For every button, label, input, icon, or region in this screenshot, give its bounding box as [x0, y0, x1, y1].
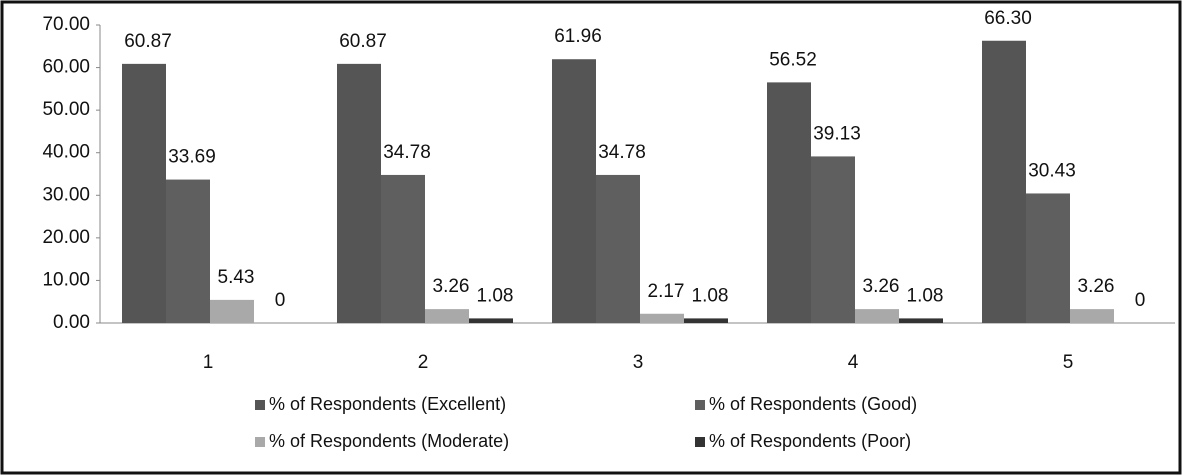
value-label: 39.13 — [813, 123, 861, 144]
value-label: 0 — [275, 290, 286, 311]
y-tick-label: 50.00 — [42, 99, 90, 120]
bar — [425, 309, 469, 323]
value-label: 3.26 — [433, 276, 470, 297]
value-label: 30.43 — [1028, 160, 1076, 181]
bar — [899, 318, 943, 323]
bar — [684, 318, 728, 323]
legend-label: % of Respondents (Moderate) — [269, 431, 509, 451]
x-tick-label: 5 — [1063, 352, 1074, 373]
x-tick-label: 2 — [418, 352, 429, 373]
y-tick-label: 60.00 — [42, 57, 90, 78]
bar — [381, 174, 425, 323]
value-label: 61.96 — [554, 26, 602, 47]
legend-swatch — [255, 437, 265, 447]
x-tick-label: 4 — [848, 352, 859, 373]
value-label: 0 — [1135, 290, 1146, 311]
bar — [1070, 309, 1114, 323]
bar — [552, 59, 596, 324]
bar — [811, 156, 855, 323]
bar — [640, 313, 684, 323]
value-label: 66.30 — [984, 8, 1032, 29]
legend-label: % of Respondents (Good) — [709, 394, 917, 414]
bar — [469, 318, 513, 323]
bar — [122, 63, 166, 324]
value-label: 1.08 — [692, 285, 729, 306]
bar — [855, 309, 899, 323]
y-tick-label: 20.00 — [42, 227, 90, 248]
value-label: 56.52 — [769, 49, 817, 70]
bar — [210, 299, 254, 323]
value-label: 3.26 — [1078, 276, 1115, 297]
value-label: 60.87 — [124, 31, 172, 52]
y-tick-label: 10.00 — [42, 269, 90, 290]
bar — [1026, 193, 1070, 323]
y-tick-label: 30.00 — [42, 184, 90, 205]
value-label: 34.78 — [383, 142, 431, 163]
bar — [337, 63, 381, 324]
legend-label: % of Respondents (Excellent) — [269, 394, 506, 414]
legend-swatch — [255, 400, 265, 410]
value-label: 1.08 — [907, 285, 944, 306]
value-label: 3.26 — [863, 276, 900, 297]
bar — [982, 40, 1026, 323]
y-tick-label: 70.00 — [42, 14, 90, 35]
value-label: 1.08 — [477, 285, 514, 306]
value-label: 5.43 — [218, 267, 255, 288]
value-label: 34.78 — [598, 142, 646, 163]
y-tick-label: 0.00 — [53, 312, 90, 333]
y-tick-label: 40.00 — [42, 142, 90, 163]
legend-swatch — [695, 437, 705, 447]
legend-label: % of Respondents (Poor) — [709, 431, 911, 451]
legend-swatch — [695, 400, 705, 410]
value-label: 33.69 — [168, 147, 216, 168]
bar — [767, 82, 811, 323]
x-tick-label: 3 — [633, 352, 644, 373]
value-label: 60.87 — [339, 31, 387, 52]
value-label: 2.17 — [648, 281, 685, 302]
x-tick-label: 1 — [203, 352, 214, 373]
bar — [596, 174, 640, 323]
bar — [166, 179, 210, 323]
